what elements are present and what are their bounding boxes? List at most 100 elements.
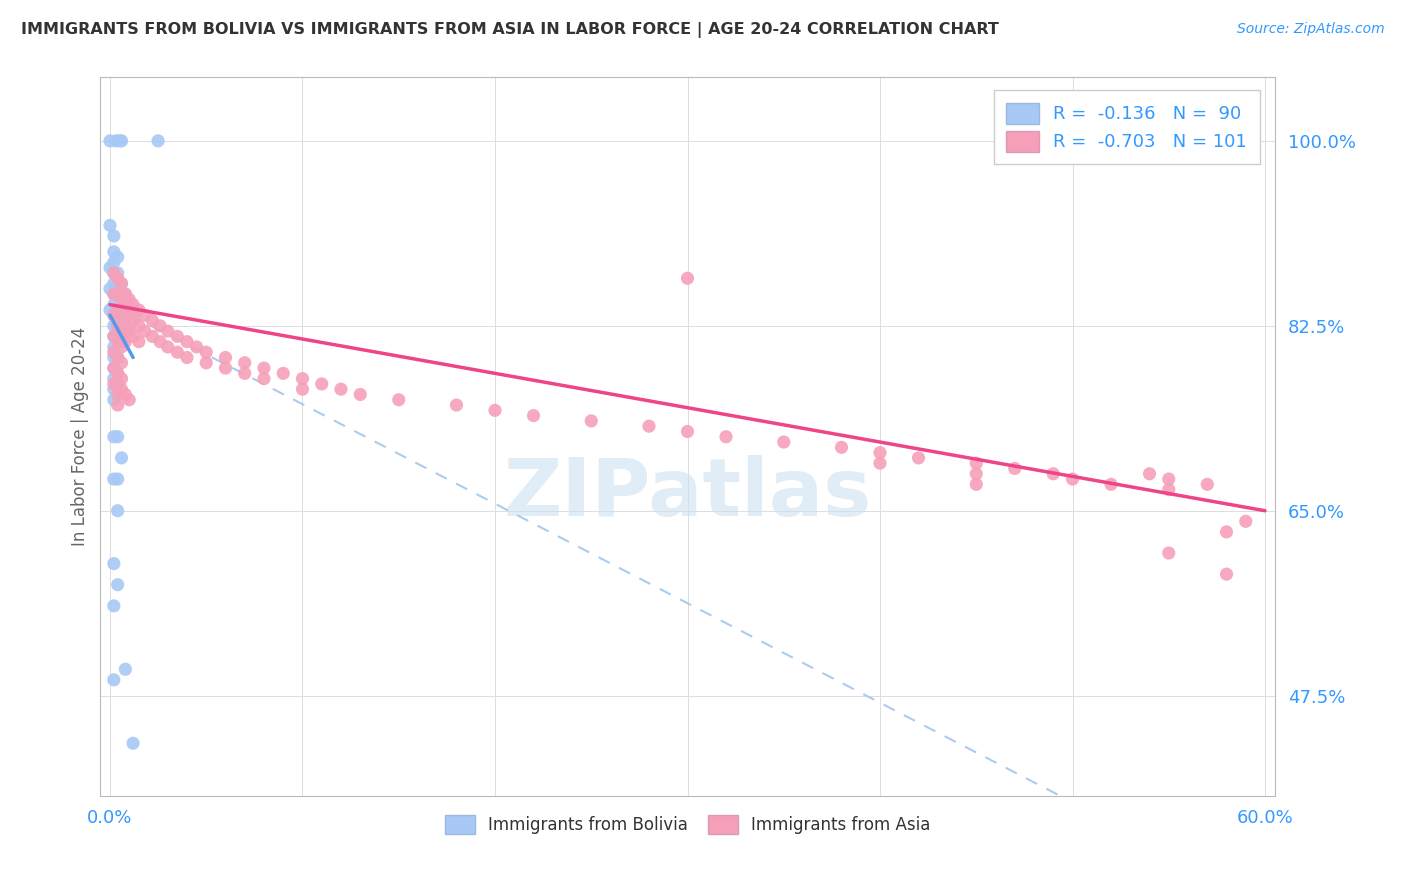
Point: [291, 371, 314, 385]
Point: [122, 313, 145, 327]
Point: [638, 419, 661, 434]
Point: [114, 334, 136, 349]
Point: [110, 134, 132, 148]
Point: [107, 351, 129, 365]
Point: [107, 430, 129, 444]
Point: [104, 134, 127, 148]
Point: [118, 324, 141, 338]
Point: [103, 308, 125, 322]
Point: [110, 293, 132, 307]
Point: [186, 340, 208, 354]
Point: [676, 425, 699, 439]
Point: [103, 382, 125, 396]
Point: [176, 351, 198, 365]
Point: [271, 367, 294, 381]
Point: [214, 351, 236, 365]
Point: [108, 134, 131, 148]
Point: [103, 318, 125, 333]
Point: [1157, 472, 1180, 486]
Point: [107, 398, 129, 412]
Point: [118, 293, 141, 307]
Point: [103, 229, 125, 244]
Point: [128, 302, 150, 317]
Point: [1215, 567, 1237, 582]
Point: [965, 477, 987, 491]
Point: [195, 356, 218, 370]
Point: [103, 557, 125, 571]
Point: [166, 345, 188, 359]
Point: [1062, 472, 1084, 486]
Point: [311, 376, 333, 391]
Point: [107, 302, 129, 317]
Point: [146, 134, 169, 148]
Point: [107, 266, 129, 280]
Point: [114, 287, 136, 301]
Point: [149, 318, 172, 333]
Point: [103, 244, 125, 259]
Point: [772, 435, 794, 450]
Point: [110, 277, 132, 291]
Text: Source: ZipAtlas.com: Source: ZipAtlas.com: [1237, 22, 1385, 37]
Point: [98, 302, 121, 317]
Point: [1004, 461, 1026, 475]
Point: [107, 271, 129, 285]
Point: [107, 376, 129, 391]
Point: [103, 287, 125, 301]
Point: [869, 445, 891, 459]
Point: [103, 329, 125, 343]
Text: ZIPatlas: ZIPatlas: [503, 455, 872, 533]
Point: [114, 387, 136, 401]
Point: [98, 282, 121, 296]
Point: [110, 277, 132, 291]
Point: [103, 361, 125, 376]
Point: [103, 392, 125, 407]
Point: [1197, 477, 1219, 491]
Point: [134, 308, 156, 322]
Point: [149, 334, 172, 349]
Point: [98, 134, 121, 148]
Point: [98, 260, 121, 275]
Point: [107, 250, 129, 264]
Point: [103, 266, 125, 280]
Point: [156, 340, 179, 354]
Point: [330, 382, 353, 396]
Point: [98, 219, 121, 233]
Point: [141, 313, 163, 327]
Point: [107, 504, 129, 518]
Point: [114, 287, 136, 301]
Point: [110, 324, 132, 338]
Point: [103, 345, 125, 359]
Point: [103, 472, 125, 486]
Point: [107, 387, 129, 401]
Point: [114, 308, 136, 322]
Point: [1157, 483, 1180, 497]
Point: [1215, 524, 1237, 539]
Point: [103, 266, 125, 280]
Point: [103, 371, 125, 385]
Point: [134, 324, 156, 338]
Text: IMMIGRANTS FROM BOLIVIA VS IMMIGRANTS FROM ASIA IN LABOR FORCE | AGE 20-24 CORRE: IMMIGRANTS FROM BOLIVIA VS IMMIGRANTS FR…: [21, 22, 1000, 38]
Point: [103, 255, 125, 269]
Point: [118, 392, 141, 407]
Point: [107, 367, 129, 381]
Point: [114, 302, 136, 317]
Point: [965, 467, 987, 481]
Point: [103, 599, 125, 613]
Point: [522, 409, 544, 423]
Point: [103, 298, 125, 312]
Point: [128, 334, 150, 349]
Legend: Immigrants from Bolivia, Immigrants from Asia: Immigrants from Bolivia, Immigrants from…: [444, 815, 931, 835]
Point: [114, 662, 136, 676]
Point: [1157, 546, 1180, 560]
Point: [714, 430, 737, 444]
Point: [114, 318, 136, 333]
Point: [107, 287, 129, 301]
Point: [107, 367, 129, 381]
Point: [118, 324, 141, 338]
Point: [107, 578, 129, 592]
Point: [103, 340, 125, 354]
Point: [214, 361, 236, 376]
Point: [103, 308, 125, 322]
Point: [110, 334, 132, 349]
Point: [110, 308, 132, 322]
